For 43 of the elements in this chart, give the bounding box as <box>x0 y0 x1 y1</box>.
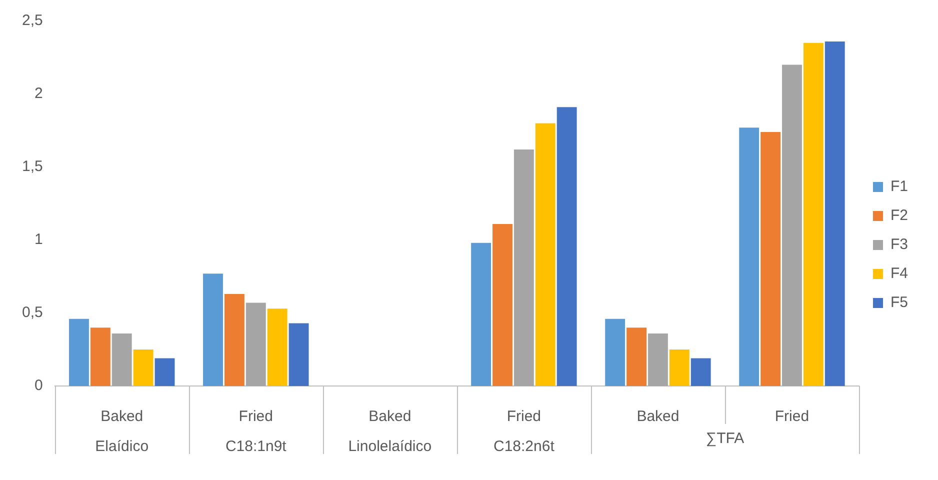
bar <box>492 224 512 386</box>
bar <box>648 333 668 386</box>
bar <box>535 123 556 386</box>
bar <box>154 358 175 386</box>
y-tick-label: 1,5 <box>22 158 43 176</box>
bar <box>690 358 711 386</box>
bar <box>133 350 154 386</box>
x-tick-label: Baked <box>636 408 680 426</box>
bar <box>203 274 223 386</box>
x-tick-label: Fried <box>774 408 810 426</box>
bar <box>69 318 89 386</box>
y-tick-label: 0,5 <box>22 304 43 322</box>
y-tick-label: 0 <box>34 377 43 394</box>
bar <box>471 242 492 386</box>
bar <box>824 41 845 386</box>
bar <box>514 149 534 386</box>
bar <box>267 308 288 386</box>
bar <box>605 318 626 386</box>
bar <box>246 302 266 386</box>
bar <box>224 294 244 386</box>
bar <box>112 333 132 386</box>
x-tick-label: Baked Elaídico <box>95 408 149 456</box>
bar <box>288 323 309 386</box>
legend-label: F3 <box>890 236 908 254</box>
text: ∑TFA <box>706 430 744 448</box>
x-tick-label: Baked Linolelaídico <box>348 408 432 456</box>
legend-label: F2 <box>890 207 908 224</box>
bar <box>626 328 646 386</box>
bar <box>556 107 577 386</box>
bar <box>760 132 781 386</box>
y-tick-label: 1 <box>34 231 43 248</box>
y-tick-label: 2 <box>34 85 43 102</box>
legend-label: F1 <box>890 178 908 196</box>
x-tick-label: Fried C18:2n6t <box>493 408 556 456</box>
legend-label: F5 <box>890 294 908 312</box>
bar <box>90 328 110 386</box>
bar <box>669 350 690 386</box>
x-tick-label: Fried C18:1n9t <box>225 408 288 456</box>
bar <box>782 64 802 386</box>
legend-label: F4 <box>890 265 908 282</box>
y-tick-label: 2,5 <box>22 12 43 30</box>
bar <box>739 128 760 386</box>
bar <box>803 42 824 386</box>
